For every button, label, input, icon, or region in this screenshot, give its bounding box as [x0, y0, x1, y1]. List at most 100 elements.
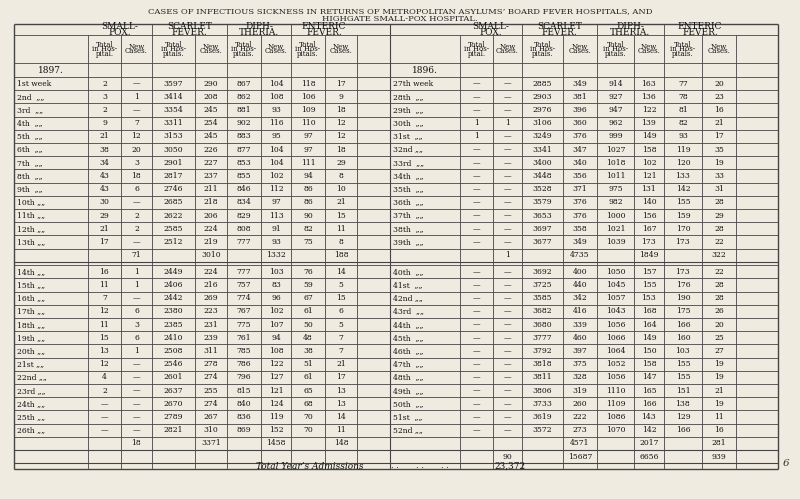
- Text: 102: 102: [269, 172, 283, 180]
- Text: 16: 16: [714, 426, 724, 434]
- Text: 2410: 2410: [164, 334, 183, 342]
- Text: —: —: [504, 387, 511, 395]
- Text: 1109: 1109: [606, 400, 626, 408]
- Text: 27th week: 27th week: [393, 80, 433, 88]
- Text: 20: 20: [714, 321, 724, 329]
- Text: 2512: 2512: [164, 238, 183, 246]
- Text: 9: 9: [102, 119, 107, 127]
- Text: pital.: pital.: [467, 49, 486, 57]
- Text: 8th  „„: 8th „„: [17, 172, 42, 180]
- Text: 28: 28: [714, 294, 724, 302]
- Text: 61: 61: [303, 307, 313, 315]
- Text: —: —: [473, 321, 480, 329]
- Text: 78: 78: [678, 93, 688, 101]
- Text: 11th „„: 11th „„: [17, 212, 45, 220]
- Text: 19: 19: [714, 400, 724, 408]
- Text: 3354: 3354: [164, 106, 183, 114]
- Text: . .: . .: [391, 462, 399, 470]
- Text: 3811: 3811: [533, 373, 552, 382]
- Text: 11: 11: [336, 225, 346, 233]
- Text: FEVER.: FEVER.: [306, 28, 342, 37]
- Text: 155: 155: [676, 199, 690, 207]
- Text: 173: 173: [642, 238, 656, 246]
- Text: Cases.: Cases.: [707, 47, 730, 55]
- Text: 1021: 1021: [606, 225, 626, 233]
- Text: 342: 342: [573, 294, 587, 302]
- Text: 881: 881: [237, 106, 251, 114]
- Text: 4: 4: [102, 373, 107, 382]
- Text: —: —: [473, 93, 480, 101]
- Text: 150: 150: [642, 347, 656, 355]
- Text: 255: 255: [204, 387, 218, 395]
- Text: 349: 349: [573, 80, 587, 88]
- Text: —: —: [504, 93, 511, 101]
- Text: 1050: 1050: [606, 268, 626, 276]
- Text: 9th  „„: 9th „„: [17, 185, 42, 193]
- Text: 416: 416: [573, 307, 587, 315]
- Text: 166: 166: [676, 426, 690, 434]
- Text: 159: 159: [676, 212, 690, 220]
- Text: 33: 33: [714, 172, 724, 180]
- Text: 254: 254: [204, 119, 218, 127]
- Text: 175: 175: [676, 307, 690, 315]
- Text: 120: 120: [676, 159, 690, 167]
- Text: 3400: 3400: [533, 159, 552, 167]
- Text: . .: . .: [416, 462, 424, 470]
- Text: New: New: [203, 43, 219, 51]
- Text: 12th „„: 12th „„: [17, 225, 45, 233]
- Text: 15th „„: 15th „„: [17, 281, 45, 289]
- Text: 122: 122: [269, 360, 283, 368]
- Text: 22nd „„: 22nd „„: [17, 373, 47, 382]
- Text: POX.: POX.: [480, 28, 502, 37]
- Text: 71: 71: [132, 251, 142, 259]
- Text: 45th  „„: 45th „„: [393, 334, 423, 342]
- Text: 22: 22: [714, 268, 724, 276]
- Text: 269: 269: [204, 294, 218, 302]
- Text: —: —: [133, 238, 140, 246]
- Text: 3153: 3153: [164, 132, 183, 140]
- Text: 36th  „„: 36th „„: [393, 199, 424, 207]
- Text: 96: 96: [271, 294, 281, 302]
- Text: 118: 118: [301, 80, 315, 88]
- Text: 12: 12: [100, 360, 110, 368]
- Text: 400: 400: [573, 268, 587, 276]
- Text: 104: 104: [269, 159, 283, 167]
- Text: in Hos-: in Hos-: [530, 45, 555, 53]
- Text: 7: 7: [102, 294, 107, 302]
- Text: —: —: [504, 426, 511, 434]
- Text: 3777: 3777: [533, 334, 552, 342]
- Text: SCARLET: SCARLET: [537, 22, 582, 31]
- Text: 867: 867: [237, 80, 251, 88]
- Text: 44th  „„: 44th „„: [393, 321, 423, 329]
- Text: 796: 796: [237, 373, 251, 382]
- Text: 2789: 2789: [164, 413, 183, 421]
- Text: 147: 147: [642, 373, 656, 382]
- Text: 2508: 2508: [164, 347, 183, 355]
- Text: 7: 7: [338, 334, 343, 342]
- Text: —: —: [504, 225, 511, 233]
- Text: 855: 855: [237, 172, 251, 180]
- Text: 1027: 1027: [606, 146, 626, 154]
- Text: 70: 70: [303, 426, 313, 434]
- Text: 982: 982: [608, 199, 623, 207]
- Text: Cases.: Cases.: [125, 47, 148, 55]
- Text: in Hos-: in Hos-: [464, 45, 489, 53]
- Text: 11: 11: [714, 413, 724, 421]
- Text: 110: 110: [301, 119, 315, 127]
- Text: 31st  „„: 31st „„: [393, 132, 422, 140]
- Text: 13th „„: 13th „„: [17, 238, 46, 246]
- Text: 24th „„: 24th „„: [17, 400, 45, 408]
- Text: 340: 340: [573, 159, 587, 167]
- Text: 97: 97: [271, 199, 281, 207]
- Text: 52nd „„: 52nd „„: [393, 426, 423, 434]
- Text: 757: 757: [237, 281, 251, 289]
- Text: 273: 273: [573, 426, 587, 434]
- Text: 274: 274: [204, 400, 218, 408]
- Text: 165: 165: [642, 387, 656, 395]
- Text: 3448: 3448: [533, 172, 552, 180]
- Text: 15: 15: [100, 334, 110, 342]
- Text: 999: 999: [608, 132, 623, 140]
- Text: 17: 17: [336, 373, 346, 382]
- Text: 26: 26: [714, 307, 724, 315]
- Text: 2821: 2821: [164, 426, 183, 434]
